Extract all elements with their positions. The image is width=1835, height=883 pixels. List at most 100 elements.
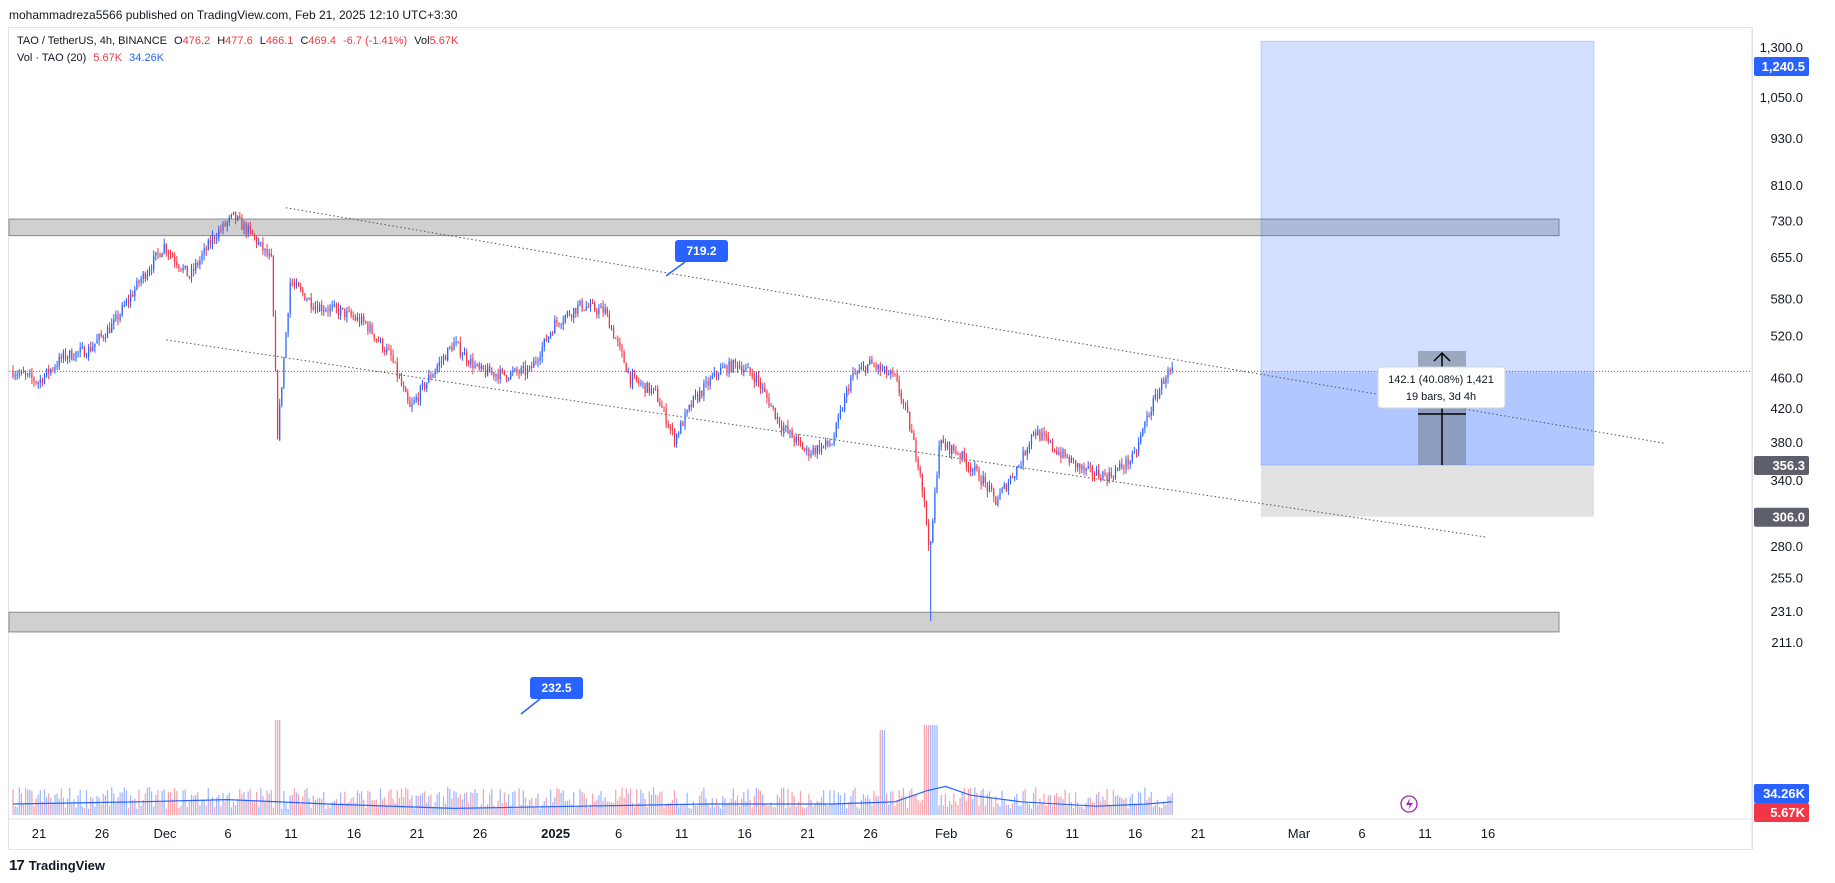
candle-body (360, 316, 363, 324)
support-label-box[interactable] (530, 677, 583, 699)
candle-body (270, 253, 272, 256)
candle-body (1049, 440, 1052, 442)
time-axis[interactable]: 21 26 Dec 6 11 16 21 26 2025 6 11 16 21 26 Feb 6 11 16 21 M… (32, 826, 1495, 841)
volume-bar (37, 794, 39, 815)
volume-indicator-name[interactable]: Vol · TAO (20) (17, 52, 87, 64)
volume-bar (871, 805, 873, 815)
candle-body (29, 373, 31, 375)
candle-body (289, 282, 291, 314)
candle-body (119, 314, 121, 320)
volume-bar (623, 797, 625, 815)
candle-body (969, 466, 972, 472)
entry-price-tag[interactable] (1754, 456, 1809, 476)
candle-body (818, 445, 821, 452)
candle-body (1032, 432, 1035, 435)
volume-tag[interactable] (1754, 803, 1809, 822)
volume-bar (297, 794, 300, 815)
volume-bar (363, 799, 365, 815)
candle-body (174, 257, 176, 262)
annotations-layer[interactable]: 142.1 (40.08%) 1,421 19 bars, 3d 4h 719.2 2… (9, 240, 1752, 813)
volume-bar (407, 789, 409, 815)
candle-body (478, 364, 480, 369)
candle-body (377, 339, 380, 342)
volume-bar (184, 789, 186, 815)
candle-body (917, 458, 919, 469)
symbol-name[interactable]: TAO / TetherUS, 4h, BINANCE (17, 35, 167, 47)
volume-bar (1074, 792, 1077, 815)
volume-bar (1165, 804, 1167, 815)
candle-body (673, 429, 676, 445)
candle-body (64, 351, 67, 360)
volume-bar (995, 796, 997, 815)
volume-ma-value: 34.26K (129, 52, 165, 64)
stop-price-tag[interactable] (1754, 507, 1809, 527)
volume-bar (768, 806, 770, 815)
target-price-tag[interactable] (1754, 57, 1809, 76)
support-zone[interactable] (8, 611, 1560, 633)
candle-body (220, 229, 222, 231)
candle-body (661, 405, 663, 408)
volume-bar (207, 787, 209, 815)
candle-body (495, 374, 497, 377)
price-axis[interactable]: 1,300.01,150.01,050.0930.0810.0730.0655.… (1754, 40, 1809, 822)
time-tick-label: 26 (473, 826, 487, 841)
volume-bar (354, 802, 356, 815)
volume-bar (367, 790, 369, 815)
channel-bottom[interactable] (166, 339, 1488, 538)
candle-body (650, 388, 653, 393)
volume-bar (1001, 790, 1003, 815)
volume-bar (274, 720, 277, 815)
volume-ma-tag[interactable] (1754, 784, 1809, 803)
volume-bar (720, 808, 722, 815)
resistance-label-box[interactable] (675, 240, 728, 262)
volume-bar (682, 805, 684, 815)
volume-bar (283, 790, 285, 815)
candle-body (1024, 451, 1026, 455)
volume-bar (342, 803, 344, 815)
candle-body (745, 367, 747, 371)
candle-body (774, 407, 776, 419)
time-tick-label: 16 (1128, 826, 1142, 841)
tradingview-footer[interactable]: 17 TradingView (9, 857, 105, 874)
candle-body (594, 303, 596, 311)
candle-body (18, 373, 20, 375)
volume-bar (251, 800, 254, 815)
position-stop-zone[interactable] (1261, 465, 1594, 517)
candle-body (1068, 456, 1070, 463)
volume-bar (195, 794, 197, 815)
volume-bar (759, 790, 762, 815)
candle-body (904, 403, 907, 406)
volume-bar (864, 797, 867, 815)
volume-bar (946, 806, 949, 815)
candle-body (864, 366, 867, 373)
volume-bar (820, 796, 823, 815)
volume-bar (73, 799, 75, 815)
volume-bar (119, 792, 121, 815)
candle-body (470, 358, 472, 365)
volume-bar (673, 790, 676, 815)
symbol-legend: TAO / TetherUS, 4h, BINANCE O476.2 H477.… (17, 35, 462, 47)
volume-bar (1127, 808, 1129, 815)
candle-body (793, 437, 795, 443)
candle-body (909, 411, 911, 430)
candle-body (142, 273, 144, 280)
candle-body (199, 259, 201, 265)
volume-bar (1026, 802, 1028, 815)
candle-body (986, 482, 989, 492)
resistance-zone[interactable] (8, 218, 1560, 237)
candle-body (671, 428, 674, 430)
volume-bar (589, 804, 592, 815)
candle-body (541, 346, 543, 358)
candle-body (207, 240, 209, 251)
candle-body (783, 427, 785, 431)
candle-body (537, 360, 539, 362)
volume-bar (881, 730, 884, 815)
volume-bar (688, 807, 690, 815)
volume-bar (12, 789, 14, 815)
candle-body (331, 305, 333, 307)
candle-body (157, 252, 159, 254)
volume-bar (216, 797, 218, 815)
candle-body (759, 381, 762, 389)
volume-bar (394, 803, 396, 815)
